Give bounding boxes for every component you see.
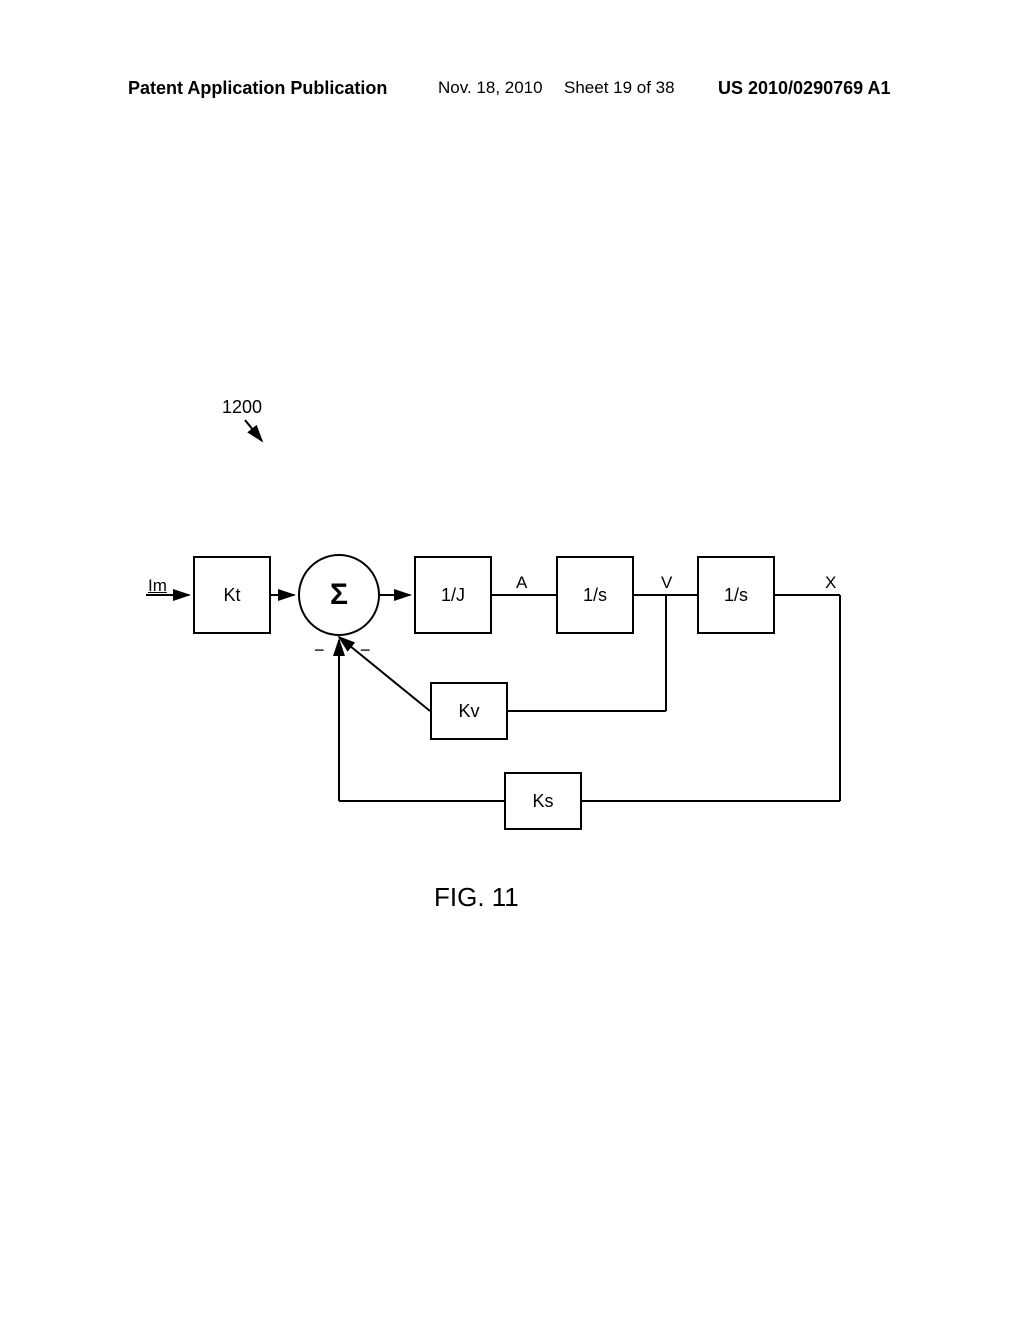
signal-a: A [516, 573, 527, 593]
pub-number: US 2010/0290769 A1 [718, 78, 890, 99]
block-kv: Kv [430, 682, 508, 740]
signal-x: X [825, 573, 836, 593]
figure-caption: FIG. 11 [434, 882, 519, 913]
block-int1: 1/s [556, 556, 634, 634]
page: Patent Application Publication Nov. 18, … [0, 0, 1024, 1320]
input-label: Im [148, 576, 167, 596]
minus-kv: − [314, 640, 325, 661]
pub-type: Patent Application Publication [128, 78, 387, 99]
sheet-info: Sheet 19 of 38 [564, 78, 675, 98]
header: Patent Application Publication Nov. 18, … [0, 78, 1024, 100]
minus-ks: − [360, 640, 371, 661]
ref-number: 1200 [222, 397, 262, 418]
block-int2: 1/s [697, 556, 775, 634]
diagram-lines [0, 0, 1024, 1320]
block-kt: Kt [193, 556, 271, 634]
pub-date: Nov. 18, 2010 [438, 78, 543, 98]
signal-v: V [661, 573, 672, 593]
block-sum: Σ [298, 554, 380, 636]
block-inv-j: 1/J [414, 556, 492, 634]
block-ks: Ks [504, 772, 582, 830]
